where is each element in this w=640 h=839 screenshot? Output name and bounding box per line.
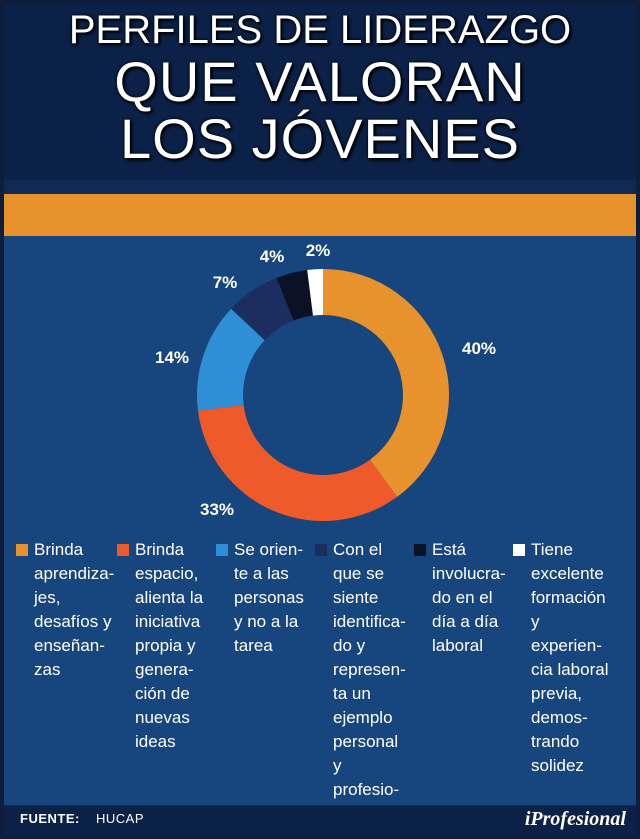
legend-text-line: profesio-	[333, 780, 400, 799]
legend-text-line: solidez	[531, 756, 584, 775]
source-label: FUENTE:	[20, 811, 80, 826]
slice-value-label-2: 33%	[200, 500, 234, 519]
donut-slice-6	[307, 269, 323, 316]
legend-text-line: tarea	[234, 636, 273, 655]
donut-slice-2	[197, 405, 398, 521]
legend-text-line: Con el	[333, 540, 383, 559]
slice-value-label-6: 2%	[306, 241, 331, 260]
legend-text-line: espacio,	[135, 564, 199, 583]
legend-text-line: do en el	[432, 588, 493, 607]
legend-item-4: Con el que se siente identifica-do y represe…	[315, 538, 411, 826]
legend-text-line: nuevas	[135, 708, 190, 727]
donut-slice-4	[231, 277, 294, 341]
legend-swatch-3	[216, 544, 228, 556]
legend-text-line: y	[531, 612, 540, 631]
legend-text-line: involucra-	[432, 564, 506, 583]
legend-text-line: Está	[432, 540, 467, 559]
legend-item-6: Tiene excelente formación y experien-cia lab…	[513, 538, 609, 778]
legend-text-line: trando	[531, 732, 580, 751]
legend-text-line: ideas	[135, 732, 176, 751]
legend-text-line: experien-	[531, 636, 602, 655]
title-line-2: QUE VALORAN	[114, 50, 526, 113]
slice-value-label-3: 14%	[155, 348, 189, 367]
legend-swatch-1	[16, 544, 28, 556]
source-value: HUCAP	[96, 811, 145, 826]
legend-text-line: que se	[333, 564, 385, 583]
legend-text-line: Brinda	[34, 540, 84, 559]
legend-text-line: ta un	[333, 684, 371, 703]
slice-value-label-4: 7%	[213, 273, 238, 292]
legend-text-line: cia laboral	[531, 660, 609, 679]
legend-text-line: identifica-	[333, 612, 406, 631]
legend-text-line: Se orien-	[234, 540, 303, 559]
chart-legend: Brinda aprendiza-jes, desafíos y enseñan-za…	[16, 538, 630, 823]
header	[4, 4, 636, 180]
legend-text-line: aprendiza-	[34, 564, 115, 583]
legend-item-2: Brinda espacio, alienta la iniciativa propia…	[117, 538, 213, 754]
legend-text-line: excelente	[531, 564, 604, 583]
legend-text-line: zas	[34, 660, 61, 679]
legend-swatch-6	[513, 544, 525, 556]
legend-text-line: personal y	[333, 732, 399, 775]
footer: FUENTE: HUCAP iProfesional	[4, 806, 636, 835]
donut-slice-3	[197, 308, 265, 411]
brand-logo: iProfesional	[524, 808, 626, 830]
legend-text-line: demos-	[531, 708, 588, 727]
donut-slice-5	[276, 269, 313, 321]
legend-swatch-5	[414, 544, 426, 556]
legend-text-line: represen-	[333, 660, 406, 679]
accent-band	[4, 194, 636, 236]
legend-text-line: día a día	[432, 612, 499, 631]
legend-text-line: alienta la	[135, 588, 204, 607]
legend-text-line: jes,	[34, 588, 61, 607]
legend-text-line: formación	[531, 588, 606, 607]
legend-swatch-2	[117, 544, 129, 556]
title-line-1: PERFILES DE LIDERAZGO	[68, 8, 572, 52]
legend-text-line: siente	[333, 588, 379, 607]
legend-text-line: personas	[234, 588, 304, 607]
title-line-3: LOS JÓVENES	[119, 107, 521, 170]
legend-text-line: laboral	[432, 636, 484, 655]
donut-slice-1	[323, 269, 449, 497]
legend-text-line: Tiene	[531, 540, 573, 559]
legend-text-line: enseñan-	[34, 636, 105, 655]
legend-text-line: ejemplo	[333, 708, 393, 727]
legend-text-line: propia y	[135, 636, 196, 655]
legend-text-line: Brinda	[135, 540, 185, 559]
legend-item-5: Está involucra-do en el día a día laboral	[414, 538, 510, 658]
legend-text-line: te a las	[234, 564, 289, 583]
slice-value-label-1: 40%	[462, 339, 496, 358]
legend-text-line: iniciativa	[135, 612, 201, 631]
legend-text-line: genera-	[135, 660, 194, 679]
legend-item-3: Se orien-te a las personas y no a la tarea	[216, 538, 312, 658]
legend-text-line: previa,	[531, 684, 583, 703]
legend-text-line: y no a la	[234, 612, 299, 631]
legend-item-1: Brinda aprendiza-jes, desafíos y enseñan-za…	[16, 538, 115, 682]
slice-value-label-5: 4%	[260, 247, 285, 266]
legend-swatch-4	[315, 544, 327, 556]
legend-text-line: do y	[333, 636, 366, 655]
legend-text-line: desafíos y	[34, 612, 112, 631]
legend-text-line: ción de	[135, 684, 190, 703]
